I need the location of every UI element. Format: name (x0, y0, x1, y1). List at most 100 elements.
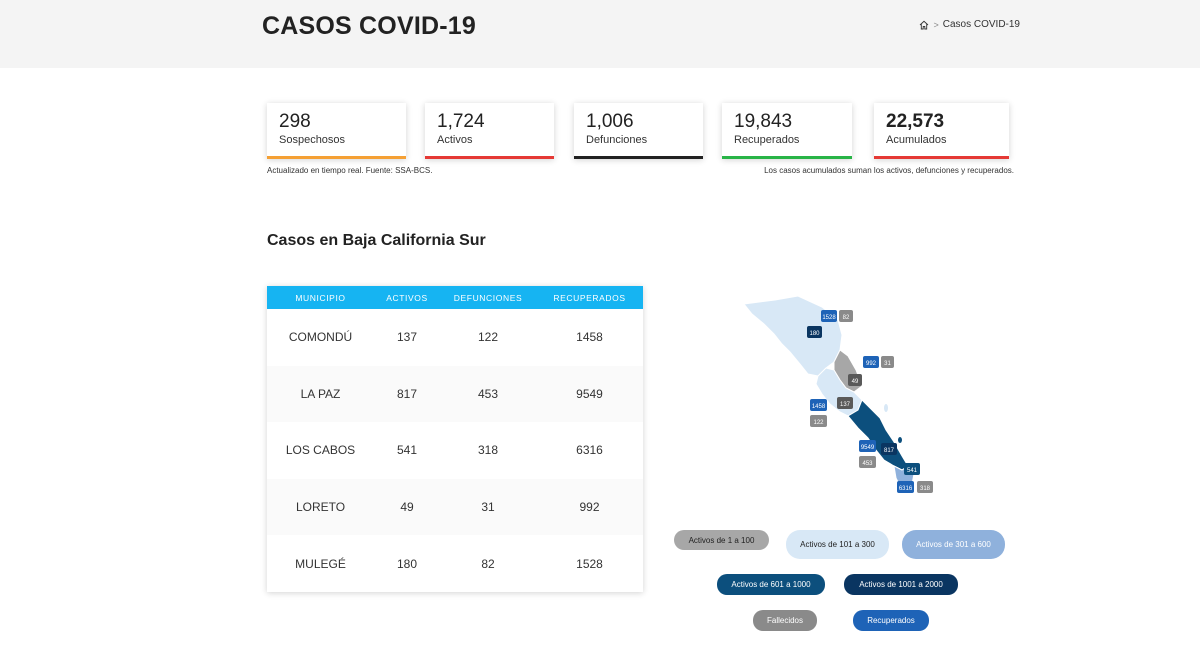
badge-mulege-defunciones: 82 (839, 310, 853, 322)
stat-value: 19,843 (734, 111, 793, 132)
home-icon[interactable] (919, 20, 929, 30)
table-row: LOS CABOS 541 318 6316 (267, 422, 643, 479)
table-header: MUNICIPIO ACTIVOS DEFUNCIONES RECUPERADO… (267, 286, 643, 309)
svg-text:1458: 1458 (812, 404, 826, 410)
cell-recuperados: 992 (579, 500, 600, 515)
cell-defunciones: 31 (481, 500, 495, 515)
accumulated-note: Los casos acumulados suman los activos, … (764, 166, 1014, 175)
svg-text:9549: 9549 (861, 445, 875, 451)
table-row: LORETO 49 31 992 (267, 478, 643, 536)
source-note: Actualizado en tiempo real. Fuente: SSA-… (267, 166, 433, 175)
badge-la-paz-defunciones: 453 (859, 456, 876, 468)
svg-text:31: 31 (884, 361, 891, 367)
svg-text:453: 453 (862, 461, 873, 467)
page-header: CASOS COVID-19 > Casos COVID-19 (0, 0, 1200, 68)
svg-text:137: 137 (840, 402, 851, 408)
cell-activos: 180 (396, 556, 418, 571)
stat-label: Activos (437, 134, 473, 146)
cell-recuperados: 1458 (576, 330, 603, 345)
cell-activos: 49 (400, 500, 414, 515)
cell-municipio: LA PAZ (300, 386, 341, 401)
badge-comondu-activos: 137 (837, 397, 853, 409)
cell-defunciones: 318 (477, 443, 499, 458)
svg-text:817: 817 (884, 448, 895, 454)
cell-defunciones: 82 (481, 556, 495, 571)
badge-la-paz-recuperados: 9549 (859, 440, 876, 452)
table-row: COMONDÚ 137 122 1458 (267, 309, 643, 366)
stat-value: 1,724 (437, 111, 485, 132)
stat-card-defunciones: 1,006 Defunciones (574, 103, 703, 159)
svg-text:6316: 6316 (899, 486, 913, 492)
badge-mulege-recuperados: 1528 (821, 310, 837, 322)
cell-recuperados: 6316 (576, 443, 603, 458)
stat-value: 298 (279, 111, 311, 132)
cell-municipio: MULEGÉ (295, 556, 346, 571)
stat-label: Acumulados (886, 134, 947, 146)
stat-label: Recuperados (734, 134, 800, 146)
page-title: CASOS COVID-19 (262, 12, 476, 40)
map-island (884, 404, 888, 412)
badge-los-cabos-recuperados: 6316 (897, 481, 914, 493)
cell-defunciones: 453 (477, 386, 499, 401)
cell-municipio: LORETO (295, 500, 346, 515)
breadcrumb-separator: > (933, 19, 939, 30)
stat-label: Defunciones (586, 134, 648, 146)
cell-recuperados: 1528 (576, 556, 603, 571)
svg-text:992: 992 (866, 361, 877, 367)
legend-activos-301-600: Activos de 301 a 600 (902, 530, 1005, 559)
column-header-recuperados: RECUPERADOS (553, 292, 626, 303)
map-island (898, 437, 902, 443)
cell-activos: 817 (396, 386, 418, 401)
stat-card-recuperados: 19,843 Recuperados (722, 103, 852, 159)
stat-bar (574, 156, 703, 159)
cell-municipio: LOS CABOS (285, 443, 356, 458)
badge-loreto-recuperados: 992 (863, 356, 879, 368)
legend-activos-101-300: Activos de 101 a 300 (786, 530, 889, 559)
bcs-map: 1528 82 180 992 31 49 1458 137 122 9549 … (743, 295, 933, 493)
badge-loreto-defunciones: 31 (881, 356, 894, 368)
badge-comondu-defunciones: 122 (810, 415, 827, 427)
badge-comondu-recuperados: 1458 (810, 399, 827, 411)
table-body: COMONDÚ 137 122 1458 LA PAZ 817 453 9549… (267, 309, 643, 592)
stat-card-acumulados: 22,573 Acumulados (874, 103, 1009, 159)
map-region-la-paz[interactable] (847, 399, 909, 471)
cell-municipio: COMONDÚ (288, 330, 353, 345)
column-header-municipio: MUNICIPIO (295, 292, 346, 303)
breadcrumb: > Casos COVID-19 (919, 19, 1020, 30)
svg-text:180: 180 (809, 331, 820, 337)
svg-text:122: 122 (813, 420, 824, 426)
badge-los-cabos-defunciones: 318 (917, 481, 933, 493)
map-region-mulege[interactable] (743, 295, 843, 377)
svg-text:318: 318 (920, 486, 931, 492)
badge-mulege-activos: 180 (807, 326, 822, 338)
badge-la-paz-activos: 817 (881, 443, 897, 455)
section-title: Casos en Baja California Sur (267, 232, 486, 249)
column-header-defunciones: DEFUNCIONES (453, 292, 523, 303)
stat-card-activos: 1,724 Activos (425, 103, 554, 159)
legend-fallecidos: Fallecidos (753, 610, 817, 631)
stat-bar (874, 156, 1009, 159)
stat-bar (267, 156, 406, 159)
legend-activos-601-1000: Activos de 601 a 1000 (717, 574, 825, 595)
svg-text:49: 49 (852, 379, 859, 385)
stat-value: 1,006 (586, 111, 634, 132)
cases-table: MUNICIPIO ACTIVOS DEFUNCIONES RECUPERADO… (267, 286, 643, 592)
table-row: LA PAZ 817 453 9549 (267, 365, 643, 423)
cell-activos: 541 (396, 443, 418, 458)
table-row: MULEGÉ 180 82 1528 (267, 535, 643, 592)
cell-recuperados: 9549 (576, 386, 603, 401)
svg-text:1528: 1528 (822, 315, 836, 321)
legend-activos-1-100: Activos de 1 a 100 (674, 530, 769, 550)
column-header-activos: ACTIVOS (386, 292, 428, 303)
legend-recuperados: Recuperados (853, 610, 929, 631)
svg-text:541: 541 (907, 468, 918, 474)
stat-value: 22,573 (886, 111, 945, 132)
stat-label: Sospechosos (279, 134, 346, 146)
stat-card-sospechosos: 298 Sospechosos (267, 103, 406, 159)
badge-los-cabos-activos: 541 (904, 463, 920, 475)
svg-text:82: 82 (843, 315, 850, 321)
badge-loreto-activos: 49 (848, 374, 862, 386)
cell-activos: 137 (396, 330, 418, 345)
legend-activos-1001-2000: Activos de 1001 a 2000 (844, 574, 958, 595)
stat-bar (425, 156, 554, 159)
